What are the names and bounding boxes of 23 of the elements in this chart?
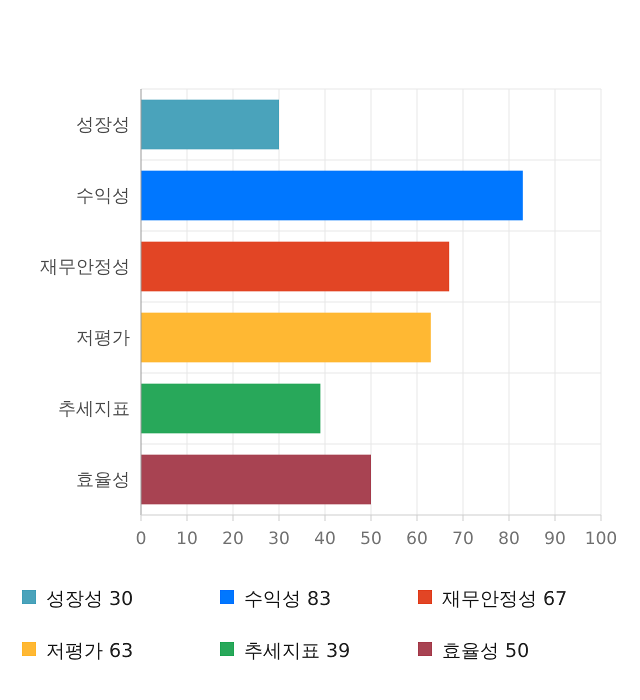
x-tick-label: 80 — [498, 529, 520, 549]
y-tick-label: 효율성 — [76, 470, 130, 490]
x-tick-label: 60 — [406, 529, 428, 549]
x-tick-label: 10 — [176, 529, 198, 549]
legend-label: 수익성 83 — [244, 588, 332, 610]
legend-label: 성장성 30 — [46, 588, 134, 610]
y-tick-label: 수익성 — [76, 186, 130, 206]
x-tick-label: 30 — [268, 529, 290, 549]
y-tick-label: 저평가 — [76, 328, 130, 348]
legend-label: 재무안정성 67 — [442, 588, 568, 610]
y-tick-label: 재무안정성 — [40, 256, 130, 278]
x-tick-label: 100 — [584, 529, 618, 549]
x-tick-label: 50 — [360, 529, 382, 549]
x-tick-label: 20 — [222, 529, 244, 549]
y-tick-label: 성장성 — [76, 114, 130, 136]
x-tick-label: 90 — [544, 529, 566, 549]
legend-label: 추세지표 39 — [244, 640, 350, 662]
x-tick-label: 70 — [452, 529, 474, 549]
legend-label: 저평가 63 — [46, 640, 134, 662]
y-tick-label: 추세지표 — [58, 398, 130, 420]
x-tick-label: 0 — [136, 529, 146, 549]
x-tick-label: 40 — [314, 529, 336, 549]
legend-label: 효율성 50 — [442, 640, 530, 662]
